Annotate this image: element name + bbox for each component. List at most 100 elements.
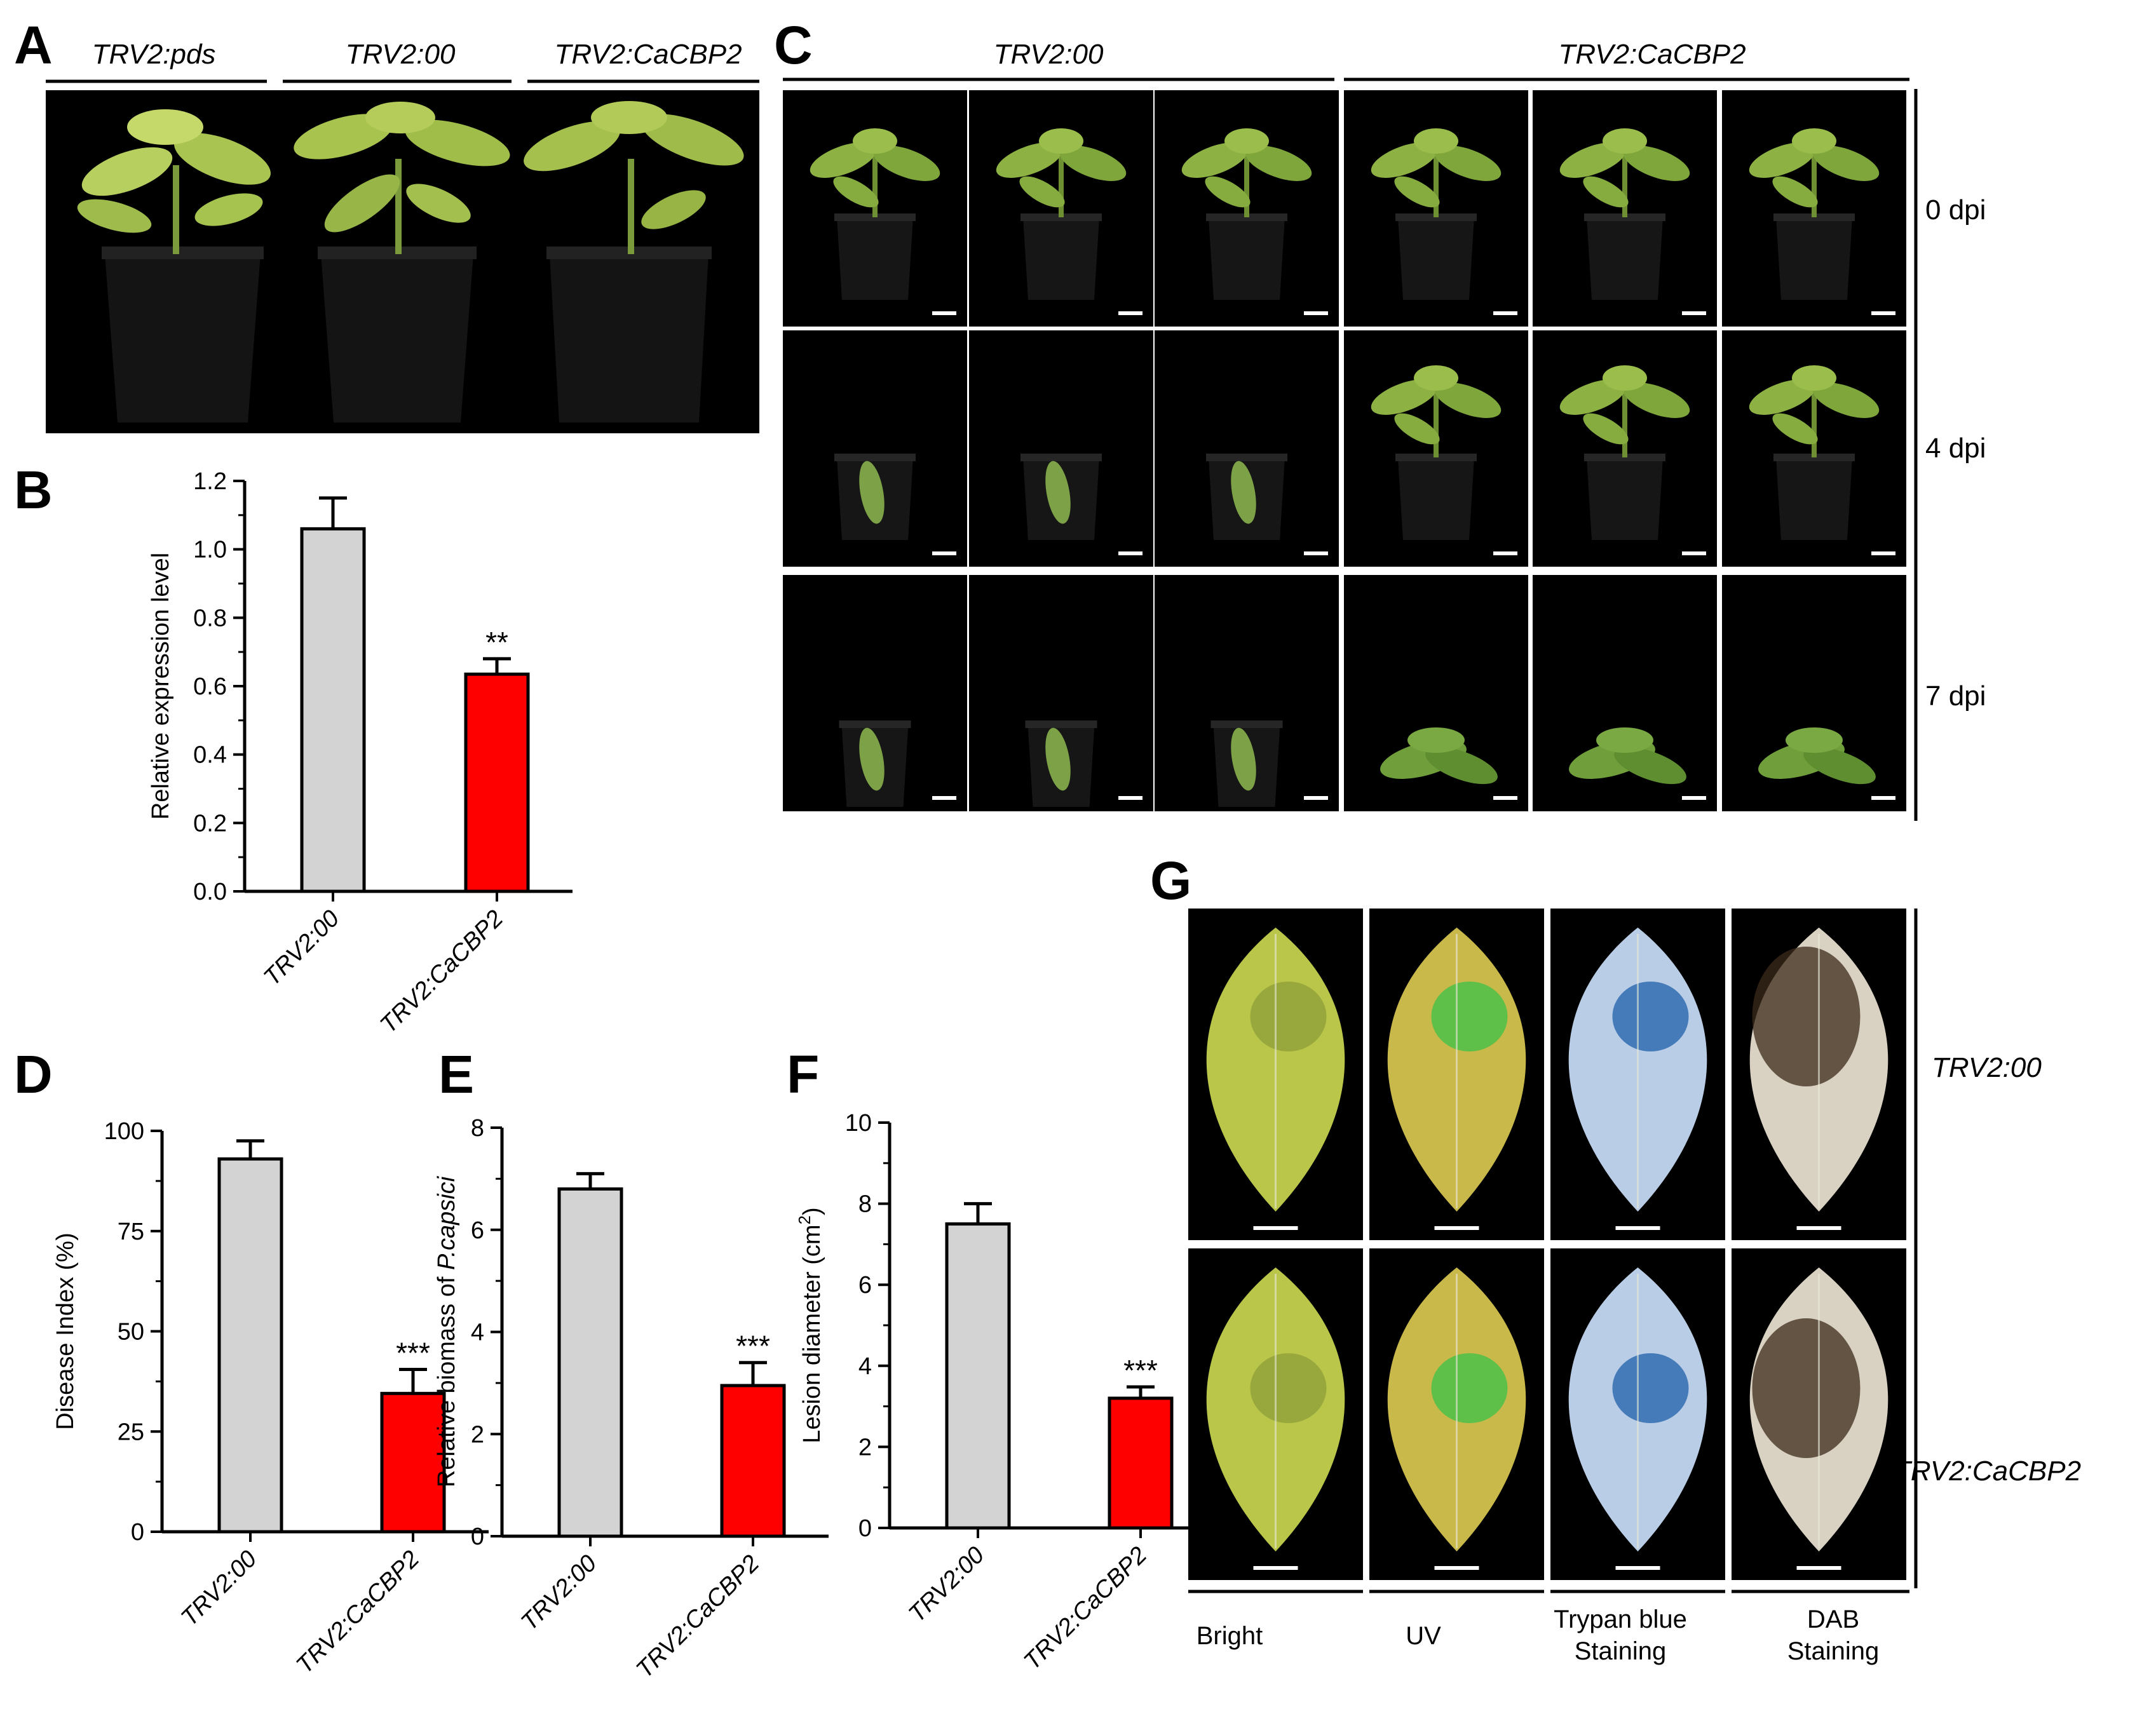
scale-bar bbox=[1118, 796, 1142, 800]
scale-bar bbox=[1871, 796, 1895, 800]
scale-bar bbox=[1796, 1566, 1841, 1570]
y-tick-label: 0 bbox=[471, 1523, 484, 1550]
scale-bar bbox=[1304, 551, 1328, 555]
scale-bar bbox=[932, 551, 956, 555]
plant-photo bbox=[1533, 575, 1717, 811]
scale-bar bbox=[932, 311, 956, 315]
plant-illustration bbox=[1758, 727, 1876, 785]
panel-c: C TRV2:00 TRV2:CaCBP2 0 dpi 4 dpi 7 dpi bbox=[774, 15, 1986, 821]
scale-bar bbox=[1871, 551, 1895, 555]
leaf-illustration bbox=[1387, 1267, 1526, 1551]
leaf-illustration bbox=[1749, 928, 1888, 1212]
panel-a-label-control: TRV2:00 bbox=[346, 39, 456, 70]
panel-c-group-control: TRV2:00 bbox=[994, 39, 1104, 70]
scale-bar bbox=[1493, 311, 1517, 315]
category-label: TRV2:00 bbox=[904, 1542, 989, 1628]
scale-bar bbox=[932, 796, 956, 800]
plant-illustration bbox=[1371, 128, 1502, 300]
leaf-illustration bbox=[1568, 1267, 1707, 1551]
plant-illustration bbox=[1559, 365, 1690, 540]
significance-label: *** bbox=[396, 1336, 430, 1369]
plant-illustration bbox=[1210, 720, 1283, 807]
y-axis-label: Disease Index (%) bbox=[52, 1233, 79, 1429]
plant-illustration bbox=[1559, 128, 1690, 300]
plant-illustration bbox=[1749, 128, 1880, 300]
y-axis-label: Relative biomass of P.capsici bbox=[433, 1175, 460, 1487]
bar bbox=[464, 672, 530, 893]
col-label-dab-2: Staining bbox=[1787, 1637, 1880, 1665]
leaf-illustration bbox=[1206, 1267, 1345, 1551]
panel-a-label-cacbp2: TRV2:CaCBP2 bbox=[554, 39, 742, 70]
plant-illustration bbox=[1371, 365, 1502, 540]
plant-illustration bbox=[810, 128, 940, 300]
panel-a-letter: A bbox=[14, 15, 53, 75]
bar bbox=[217, 1157, 283, 1534]
category-label: TRV2:CaCBP2 bbox=[631, 1550, 764, 1684]
plant-photo bbox=[1722, 575, 1906, 811]
leaf-illustration bbox=[1568, 928, 1707, 1212]
scale-bar bbox=[1796, 1226, 1841, 1230]
col-label-bright: Bright bbox=[1197, 1622, 1263, 1650]
scale-bar bbox=[1434, 1566, 1479, 1570]
category-label: TRV2:00 bbox=[259, 905, 344, 991]
y-tick-label: 0.6 bbox=[193, 673, 227, 700]
row-label-7dpi: 7 dpi bbox=[1925, 680, 1986, 712]
scale-bar bbox=[1682, 311, 1706, 315]
scale-bar bbox=[1253, 1226, 1298, 1230]
scale-bar bbox=[1253, 1566, 1298, 1570]
plant-illustration bbox=[1020, 454, 1102, 540]
y-tick-label: 0.2 bbox=[193, 810, 227, 837]
bar bbox=[1108, 1396, 1174, 1530]
plant-illustration bbox=[1025, 720, 1097, 807]
chart-f: F 0 2 4 6 8 10 Lesion diameter (cm2) TRV2:00 *** T… bbox=[787, 1044, 1216, 1675]
scale-bar bbox=[1118, 311, 1142, 315]
significance-label: ** bbox=[485, 626, 508, 659]
plant-illustration bbox=[1181, 128, 1312, 300]
y-tick-label: 6 bbox=[471, 1217, 484, 1244]
leaf-illustration bbox=[1387, 928, 1526, 1212]
col-label-trypan-1: Trypan blue bbox=[1554, 1605, 1687, 1633]
plant-illustration bbox=[1206, 454, 1287, 540]
scale-bar bbox=[1304, 796, 1328, 800]
chart-b: B 0.0 0.2 0.4 0.6 0.8 1.0 1.2 Relative expressio… bbox=[14, 460, 573, 1039]
y-tick-label: 100 bbox=[104, 1118, 144, 1145]
panel-c-letter: C bbox=[774, 15, 813, 75]
category-label: TRV2:CaCBP2 bbox=[375, 905, 508, 1039]
y-tick-label: 4 bbox=[471, 1320, 484, 1346]
y-tick-label: 75 bbox=[118, 1219, 144, 1245]
row-label-control: TRV2:00 bbox=[1932, 1052, 2042, 1083]
chart-d: D 0 25 50 75 100 Disease Index (%) TRV2:00 *** TR… bbox=[14, 1044, 489, 1679]
scale-bar bbox=[1615, 1226, 1660, 1230]
y-tick-label: 4 bbox=[858, 1353, 872, 1380]
panel-letter: F bbox=[787, 1044, 819, 1104]
category-label: TRV2:00 bbox=[176, 1546, 262, 1632]
leaf-illustration bbox=[1749, 1267, 1888, 1551]
scale-bar bbox=[1434, 1226, 1479, 1230]
y-tick-label: 50 bbox=[118, 1319, 144, 1346]
plant-illustration bbox=[294, 102, 510, 422]
scale-bar bbox=[1615, 1566, 1660, 1570]
panel-g-photo-grid bbox=[1188, 909, 1906, 1580]
y-tick-label: 0 bbox=[858, 1515, 872, 1542]
panel-c-group-cacbp2: TRV2:CaCBP2 bbox=[1558, 39, 1746, 70]
scale-bar bbox=[1493, 796, 1517, 800]
scale-bar bbox=[1871, 311, 1895, 315]
significance-label: *** bbox=[736, 1330, 770, 1363]
y-axis-label: Lesion diameter (cm2) bbox=[795, 1207, 825, 1443]
y-tick-label: 0.8 bbox=[193, 605, 227, 632]
panel-letter: E bbox=[438, 1044, 474, 1104]
plant-illustration bbox=[524, 101, 744, 422]
panel-a-label-pds: TRV2:pds bbox=[92, 39, 216, 70]
y-tick-label: 0.4 bbox=[193, 742, 227, 769]
panel-a: A TRV2:pds TRV2:00 TRV2:CaCBP2 bbox=[14, 15, 759, 433]
y-tick-label: 2 bbox=[471, 1421, 484, 1448]
plant-illustration bbox=[996, 128, 1127, 300]
y-tick-label: 8 bbox=[858, 1191, 872, 1218]
category-label: TRV2:CaCBP2 bbox=[1019, 1542, 1152, 1675]
plant-illustration bbox=[77, 109, 271, 422]
y-tick-label: 25 bbox=[118, 1419, 144, 1445]
y-tick-label: 1.2 bbox=[193, 468, 227, 495]
scale-bar bbox=[1304, 311, 1328, 315]
row-label-cacbp2: TRV2:CaCBP2 bbox=[1894, 1456, 2081, 1487]
